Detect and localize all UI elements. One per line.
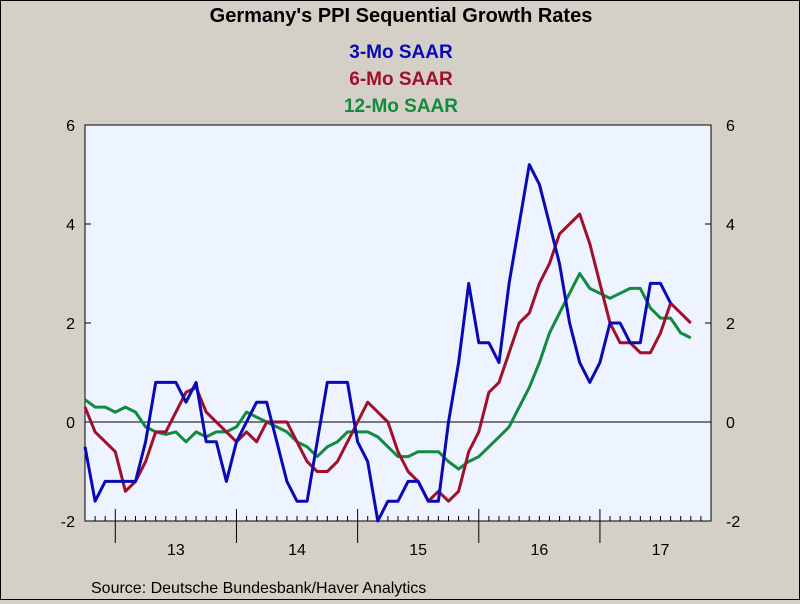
- series-line-6-mo-saar: [83, 212, 692, 503]
- x-tick-label: 13: [167, 542, 185, 559]
- y-axis-right: -2 0 2 4 6: [705, 118, 740, 531]
- y-tick-label-left: 4: [66, 217, 75, 234]
- y-tick-label-right: 4: [726, 217, 735, 234]
- y-tick-label-left: 2: [66, 316, 75, 333]
- series-lines: [83, 163, 692, 523]
- legend-entry: 6-Mo SAAR: [349, 69, 453, 90]
- x-tick-label: 15: [409, 542, 427, 559]
- x-tick-label: 17: [652, 542, 670, 559]
- y-tick-label-right: -2: [726, 514, 740, 531]
- series-line-3-mo-saar: [83, 163, 672, 523]
- x-axis: 13 14 15 16 17: [84, 509, 712, 559]
- legend-entry: 12-Mo SAAR: [344, 96, 458, 117]
- source-note: Source: Deutsche Bundesbank/Haver Analyt…: [91, 580, 426, 597]
- y-tick-label-left: 6: [66, 118, 75, 135]
- y-tick-label-right: 0: [726, 415, 735, 432]
- x-tick-label: 14: [288, 542, 306, 559]
- series-line-12-mo-saar: [84, 272, 692, 471]
- x-tick-label: 16: [530, 542, 548, 559]
- y-tick-label-left: 0: [66, 415, 75, 432]
- y-axis-left: -2 0 2 4 6: [61, 118, 91, 531]
- chart-title: Germany's PPI Sequential Growth Rates: [210, 5, 593, 27]
- legend: 3-Mo SAAR 6-Mo SAAR 12-Mo SAAR: [344, 42, 458, 117]
- y-tick-label-right: 6: [726, 118, 735, 135]
- y-tick-label-right: 2: [726, 316, 735, 333]
- y-tick-label-left: -2: [61, 514, 75, 531]
- legend-entry: 3-Mo SAAR: [349, 42, 453, 63]
